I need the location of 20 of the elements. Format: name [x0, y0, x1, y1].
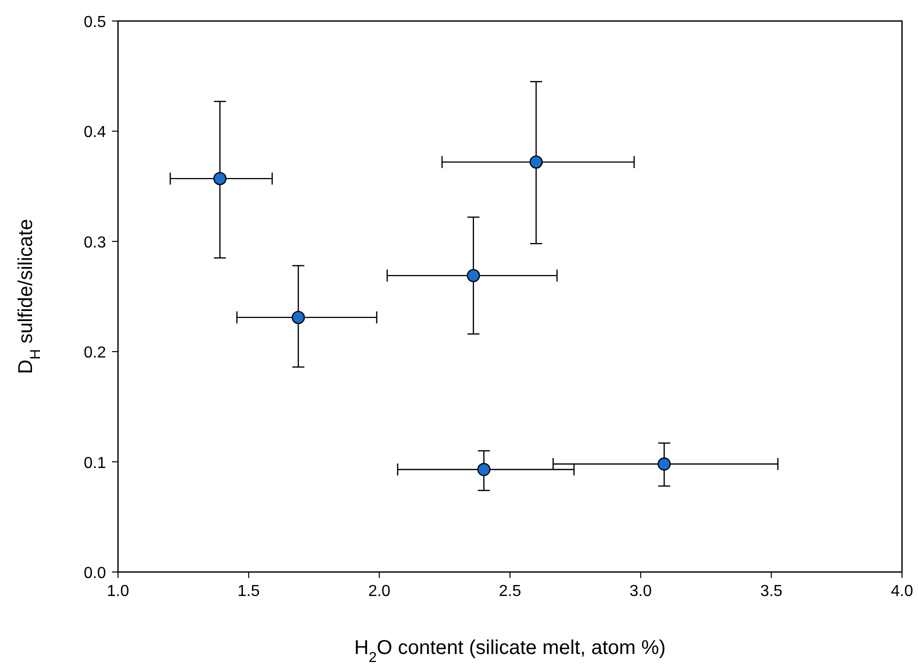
point — [658, 457, 671, 471]
y-tick-label: 0.1 — [84, 454, 106, 472]
x-tick-label: 1.5 — [238, 583, 260, 600]
point — [477, 462, 490, 476]
x-tick-label: 2.5 — [498, 583, 522, 600]
x-tick-label: 2.0 — [368, 583, 391, 600]
x-tick-label: 4.0 — [890, 583, 914, 600]
x-axis-title: H$_{2}$O content (silicate melt, atom %) — [354, 637, 666, 666]
point — [292, 310, 305, 324]
y-tick-label: 0.3 — [84, 234, 106, 252]
point — [530, 155, 543, 169]
point — [213, 172, 227, 186]
x-tick-label: 3.5 — [760, 583, 783, 600]
x-tick-label: 3.0 — [630, 583, 652, 600]
x-tick-label: 1.0 — [106, 583, 130, 600]
y-tick-label: 0.5 — [84, 14, 106, 31]
point — [466, 268, 480, 282]
y-tick-label: 0.0 — [84, 565, 106, 582]
y-tick-label: 0.2 — [84, 344, 106, 362]
y-tick-label: 0.4 — [84, 124, 106, 142]
